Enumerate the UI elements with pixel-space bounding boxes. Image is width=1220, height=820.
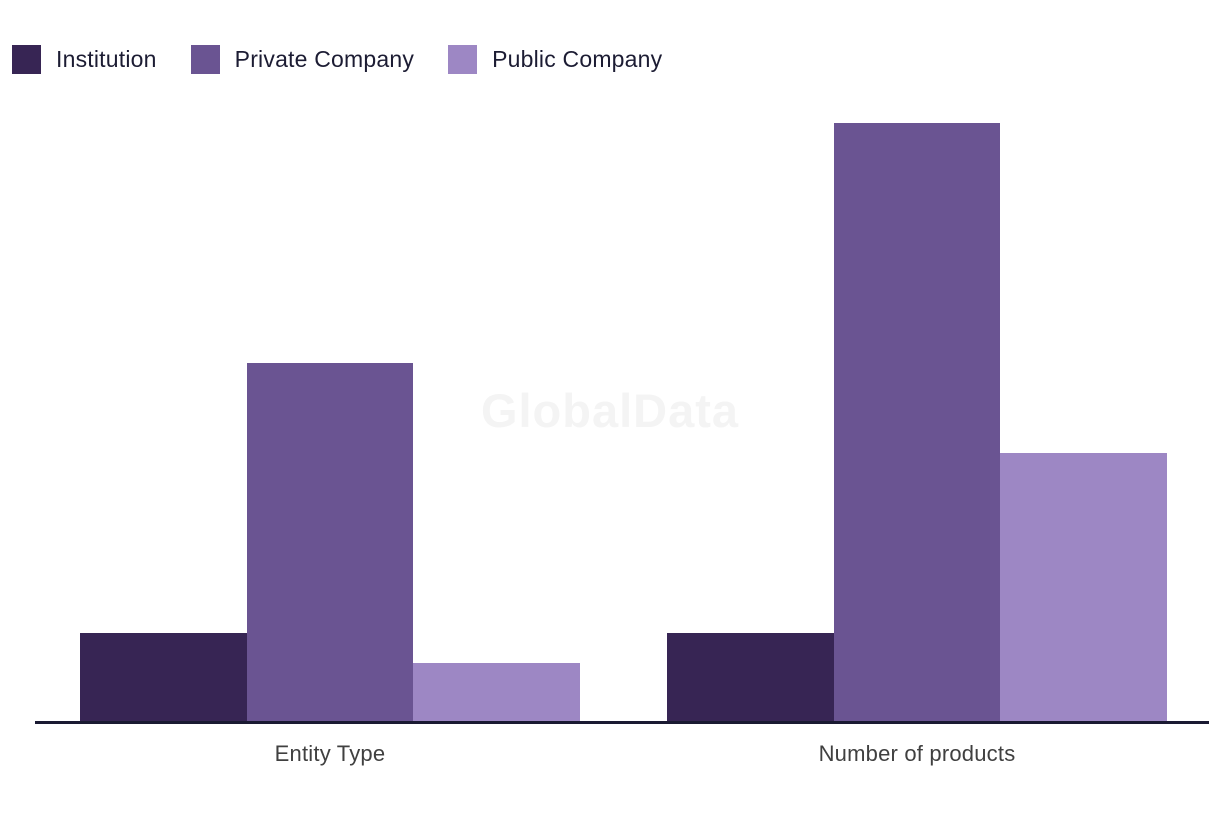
x-axis-line	[35, 721, 1209, 724]
legend-swatch-private-company	[190, 45, 220, 74]
bar-group-entity-type	[80, 123, 581, 723]
x-axis-label-entity-type: Entity Type	[274, 741, 386, 766]
legend-label-private-company: Private Company	[234, 46, 415, 72]
legend-swatch-public-company	[448, 45, 478, 74]
bar-institution-entity-type[interactable]	[80, 633, 247, 723]
chart-legend: Institution Private Company Public Compa…	[12, 45, 662, 74]
bar-private-company-number-of-products[interactable]	[833, 123, 1001, 723]
legend-item-institution[interactable]: Institution	[12, 45, 157, 74]
bar-public-company-entity-type[interactable]	[413, 663, 581, 723]
legend-label-institution: Institution	[56, 46, 157, 72]
legend-item-private-company[interactable]: Private Company	[190, 45, 415, 74]
x-axis-label-number-of-products: Number of products	[818, 741, 1016, 766]
bar-private-company-entity-type[interactable]	[246, 363, 414, 723]
bar-group-number-of-products	[667, 123, 1168, 723]
legend-label-public-company: Public Company	[492, 46, 663, 72]
legend-item-public-company[interactable]: Public Company	[448, 45, 662, 74]
bar-public-company-number-of-products[interactable]	[1000, 453, 1168, 723]
plot-area	[80, 123, 1168, 723]
bar-institution-number-of-products[interactable]	[667, 633, 834, 723]
legend-swatch-institution	[12, 45, 41, 74]
